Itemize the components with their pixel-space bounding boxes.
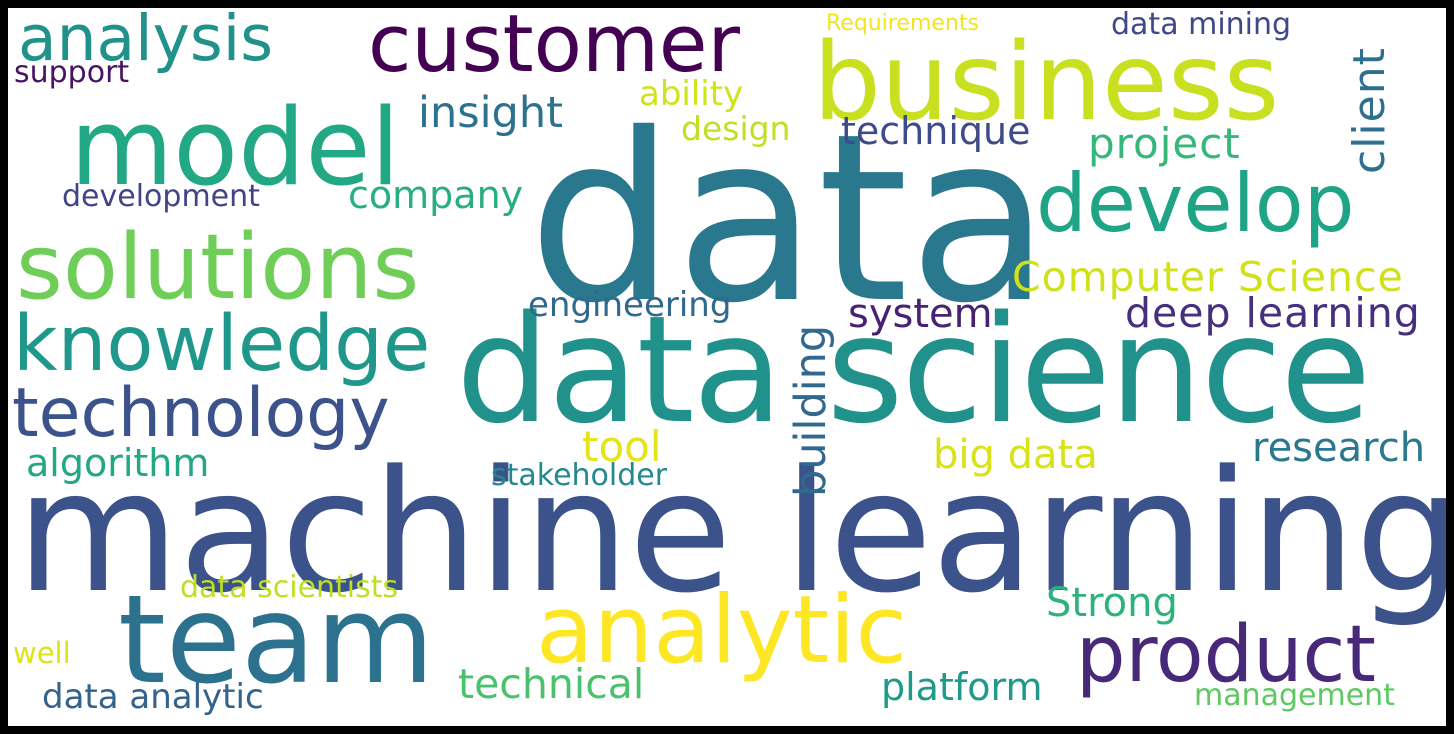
word: customer <box>368 8 741 90</box>
word: ability <box>639 74 744 114</box>
word: knowledge <box>13 300 431 389</box>
word: engineering <box>528 285 732 325</box>
word: data <box>528 84 1051 354</box>
word: building <box>786 324 836 497</box>
word: Computer Science <box>1012 253 1404 301</box>
word: platform <box>881 665 1043 709</box>
word: design <box>681 109 791 148</box>
word: system <box>848 291 993 337</box>
word: project <box>1088 119 1241 168</box>
word: product <box>1076 610 1377 700</box>
word: technology <box>12 374 390 453</box>
word: business <box>813 21 1280 145</box>
word: management <box>1194 678 1395 713</box>
word: analysis <box>18 8 274 75</box>
word: data scientists <box>180 570 399 605</box>
word: solutions <box>16 215 420 320</box>
word: big data <box>933 432 1098 478</box>
word: analytic <box>536 576 908 685</box>
word: Strong <box>1046 580 1178 626</box>
word: team <box>118 569 435 711</box>
word: company <box>348 173 524 217</box>
word: support <box>14 55 130 90</box>
word: well <box>13 636 71 670</box>
word-cloud: data machine learning data science busin… <box>8 8 1446 726</box>
word: tool <box>582 422 662 471</box>
word: research <box>1252 425 1426 471</box>
word: stakeholder <box>491 458 668 493</box>
word: technical <box>458 660 645 708</box>
word: data mining <box>1111 8 1292 42</box>
word: insight <box>418 88 563 138</box>
word: data science <box>456 284 1371 456</box>
word: deep learning <box>1125 289 1421 337</box>
word: development <box>62 179 260 214</box>
word: machine learning <box>16 434 1446 630</box>
word: client <box>1344 47 1395 174</box>
word: Requirements <box>826 11 979 36</box>
word: data analytic <box>42 677 264 717</box>
word: algorithm <box>26 441 210 485</box>
word: develop <box>1036 157 1355 250</box>
word: technique <box>841 109 1031 153</box>
word: model <box>70 86 401 209</box>
